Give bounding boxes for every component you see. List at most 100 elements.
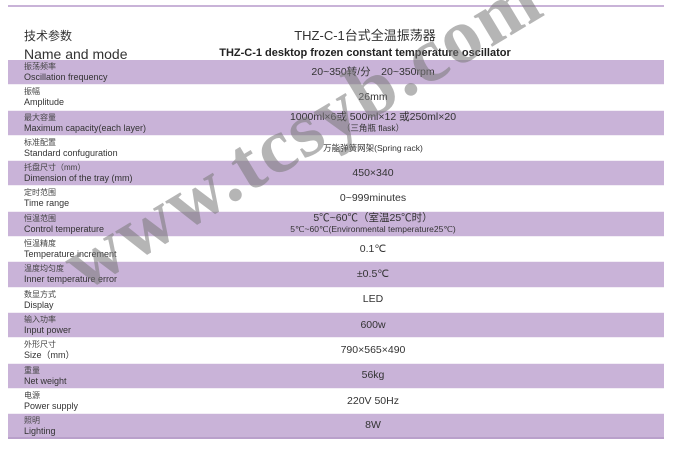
spec-label-en: Control temperature: [24, 223, 105, 234]
spec-value: 790×565×490: [188, 338, 558, 362]
spec-value: 0.1℃: [188, 237, 558, 261]
spec-value-main: LED: [362, 293, 384, 306]
spec-label: 托盘尺寸（mm） Dimension of the tray (mm): [24, 163, 133, 183]
spec-label: 恒温精度 Temperature increment: [24, 239, 117, 259]
spec-value: 220V 50Hz: [188, 389, 558, 413]
spec-value-main: 0~999minutes: [339, 192, 407, 205]
spec-row: 重量 Net weight 56kg: [8, 363, 664, 389]
spec-label-cn: 恒温精度: [24, 239, 56, 249]
spec-label: 最大容量 Maximum capacity(each layer): [24, 113, 146, 133]
spec-value-main: 26mm: [358, 90, 388, 103]
spec-value: 20~350转/分 20~350rpm: [188, 60, 558, 84]
spec-label-en: Lighting: [24, 426, 56, 437]
spec-row: 最大容量 Maximum capacity(each layer) 1000ml…: [8, 110, 664, 136]
spec-value-main: 20~350转/分 20~350rpm: [311, 65, 435, 78]
section-heading: 技术参数 Name and mode: [24, 27, 128, 62]
spec-label-en: Dimension of the tray (mm): [24, 173, 133, 184]
spec-value-main: 790×565×490: [340, 343, 406, 356]
spec-label: 振幅 Amplitude: [24, 87, 64, 107]
spec-value: LED: [188, 288, 558, 312]
heading-en: Name and mode: [24, 46, 128, 62]
spec-row: 恒温范围 Control temperature 5℃~60℃（室温25℃时） …: [8, 211, 664, 238]
spec-label-en: Amplitude: [24, 97, 65, 108]
spec-label-cn: 数显方式: [24, 289, 56, 299]
spec-value-main: 600w: [360, 318, 386, 331]
spec-label: 照明 Lighting: [24, 416, 56, 436]
spec-label-cn: 最大容量: [24, 112, 56, 122]
spec-value: 26mm: [188, 85, 558, 109]
spec-label: 重量 Net weight: [24, 366, 67, 386]
spec-value-main: 8W: [365, 419, 381, 432]
heading-cn: 技术参数: [24, 29, 73, 43]
spec-value: ±0.5℃: [188, 262, 558, 286]
spec-label-en: Time range: [24, 198, 70, 209]
spec-label-cn: 振幅: [24, 87, 40, 97]
spec-label-en: Size（mm）: [24, 350, 75, 361]
spec-label-cn: 照明: [24, 416, 40, 426]
spec-label: 数显方式 Display: [24, 290, 56, 310]
spec-label-cn: 外形尺寸: [24, 340, 56, 350]
spec-value-sub: （三角瓶 flask）: [341, 122, 405, 133]
spec-label-en: Maximum capacity(each layer): [24, 122, 147, 133]
spec-row: 外形尺寸 Size（mm） 790×565×490: [8, 338, 664, 364]
title-en: THZ-C-1 desktop frozen constant temperat…: [219, 47, 511, 59]
spec-row: 振荡频率 Oscillation frequency 20~350转/分 20~…: [8, 60, 664, 86]
spec-value-main: 220V 50Hz: [347, 394, 399, 407]
spec-label-en: Input power: [24, 324, 72, 335]
spec-row: 定时范围 Time range 0~999minutes: [8, 186, 664, 212]
spec-value: 8W: [188, 414, 558, 437]
spec-label: 输入功率 Input power: [24, 315, 71, 335]
spec-value-main: 450×340: [352, 166, 394, 179]
spec-value: 0~999minutes: [188, 186, 558, 210]
spec-label-cn: 重量: [24, 365, 40, 375]
spec-row: 恒温精度 Temperature increment 0.1℃: [8, 237, 664, 263]
spec-label-cn: 定时范围: [24, 188, 56, 198]
spec-value-main: 56kg: [361, 369, 385, 382]
spec-label-cn: 输入功率: [24, 314, 56, 324]
spec-value-main: 5℃~60℃（室温25℃时）: [313, 211, 433, 224]
spec-label-en: Oscillation frequency: [24, 72, 108, 82]
spec-label-cn: 电源: [24, 390, 40, 400]
spec-row: 照明 Lighting 8W: [8, 414, 664, 440]
spec-label-en: Inner temperature error: [24, 274, 118, 285]
spec-value: 600w: [188, 313, 558, 337]
spec-row: 输入功率 Input power 600w: [8, 312, 664, 339]
spec-label: 恒温范围 Control temperature: [24, 214, 104, 234]
spec-label: 温度均匀度 Inner temperature error: [24, 264, 117, 284]
spec-value-main: 0.1℃: [359, 242, 387, 255]
spec-table: 振荡频率 Oscillation frequency 20~350转/分 20~…: [8, 60, 664, 440]
spec-value-sub: 5℃~60℃(Environmental temperature25℃): [290, 223, 456, 234]
spec-label-cn: 恒温范围: [24, 213, 56, 223]
spec-label-cn: 温度均匀度: [24, 264, 64, 274]
spec-label-en: Power supply: [24, 400, 79, 411]
spec-label: 定时范围 Time range: [24, 188, 69, 208]
spec-value-main: 1000ml×6或 500ml×12 或250ml×20: [289, 110, 457, 123]
spec-value: 万能弹簧网架(Spring rack): [188, 136, 558, 160]
spec-value-sub: 万能弹簧网架(Spring rack): [323, 142, 423, 153]
spec-row: 振幅 Amplitude 26mm: [8, 85, 664, 111]
spec-label: 振荡频率 Oscillation frequency: [24, 62, 108, 82]
spec-row: 电源 Power supply 220V 50Hz: [8, 389, 664, 415]
spec-row: 数显方式 Display LED: [8, 288, 664, 313]
spec-row: 标准配置 Standard confuguration 万能弹簧网架(Sprin…: [8, 136, 664, 162]
title-cn: THZ-C-1台式全温振荡器: [294, 28, 436, 43]
spec-label: 外形尺寸 Size（mm）: [24, 340, 75, 360]
spec-label-cn: 标准配置: [24, 137, 56, 147]
spec-label: 电源 Power supply: [24, 391, 78, 411]
spec-label-en: Display: [24, 299, 54, 310]
spec-label-en: Temperature increment: [24, 249, 117, 260]
spec-row: 托盘尺寸（mm） Dimension of the tray (mm) 450×…: [8, 161, 664, 187]
spec-value: 450×340: [188, 161, 558, 185]
spec-row: 温度均匀度 Inner temperature error ±0.5℃: [8, 262, 664, 288]
spec-label-cn: 托盘尺寸（mm）: [24, 163, 86, 173]
spec-value-main: ±0.5℃: [356, 268, 390, 281]
top-rule: [8, 5, 664, 7]
spec-value: 5℃~60℃（室温25℃时） 5℃~60℃(Environmental temp…: [188, 212, 558, 236]
spec-label-en: Standard confuguration: [24, 147, 118, 158]
spec-value: 56kg: [188, 364, 558, 388]
spec-label: 标准配置 Standard confuguration: [24, 138, 118, 158]
spec-value: 1000ml×6或 500ml×12 或250ml×20 （三角瓶 flask）: [188, 111, 558, 135]
spec-label-cn: 振荡频率: [24, 62, 56, 71]
product-title: THZ-C-1台式全温振荡器 THZ-C-1 desktop frozen co…: [160, 25, 570, 59]
spec-label-en: Net weight: [24, 375, 67, 386]
